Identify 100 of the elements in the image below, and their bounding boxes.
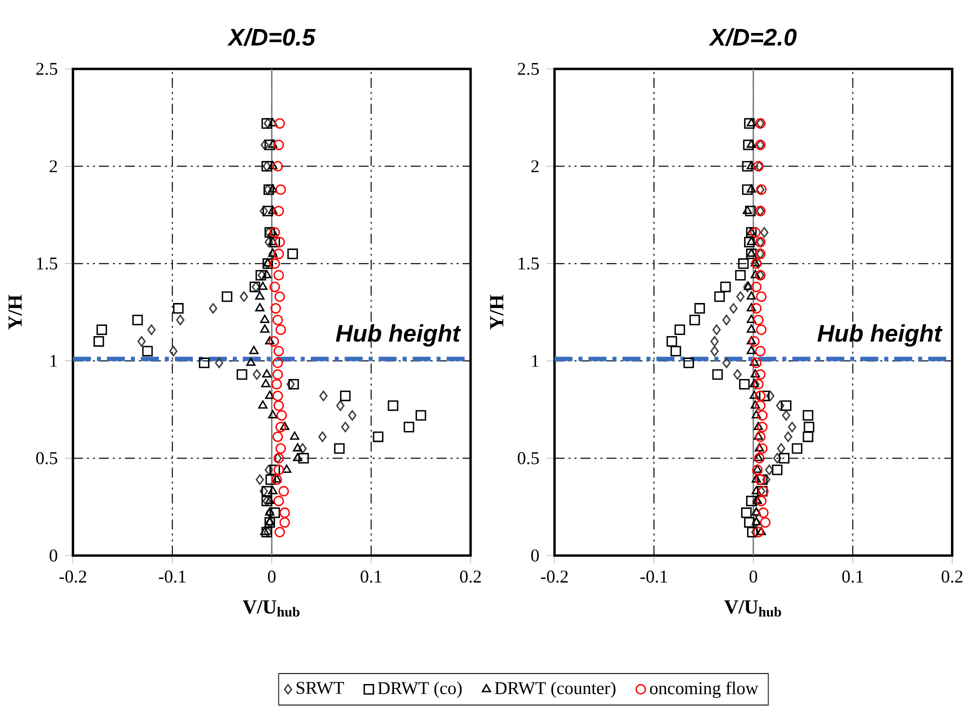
- point: [292, 442, 302, 452]
- point: [96, 324, 108, 335]
- point: [249, 346, 259, 354]
- point: [272, 314, 284, 326]
- point: [749, 336, 760, 347]
- point: [319, 390, 328, 402]
- point: [762, 474, 770, 485]
- point: [214, 357, 224, 368]
- point: [176, 314, 184, 326]
- point: [766, 390, 774, 402]
- point: [273, 346, 284, 356]
- point: [758, 507, 769, 518]
- point: [754, 452, 763, 461]
- point: [275, 184, 286, 195]
- point: [802, 431, 814, 442]
- point: [273, 248, 284, 259]
- point: [752, 410, 761, 418]
- point: [750, 357, 760, 366]
- point: [755, 390, 766, 402]
- point: [269, 236, 280, 248]
- point: [280, 422, 290, 430]
- y-tick-label: 0: [531, 549, 539, 562]
- point: [742, 184, 753, 195]
- y-axis-title: Y/H: [490, 294, 504, 330]
- point: [752, 474, 761, 482]
- point: [743, 281, 752, 292]
- point: [272, 160, 284, 172]
- point: [666, 336, 678, 347]
- point: [750, 378, 760, 388]
- point: [279, 507, 290, 518]
- point: [273, 206, 284, 216]
- point: [273, 496, 284, 506]
- y-tick-label: 0.5: [518, 452, 539, 464]
- point: [754, 452, 765, 464]
- point: [746, 336, 756, 344]
- point: [776, 400, 784, 411]
- point: [288, 378, 299, 390]
- point: [710, 346, 719, 356]
- point: [757, 410, 768, 420]
- y-tick-label: 1.5: [518, 257, 539, 270]
- point: [334, 442, 345, 454]
- point: [246, 357, 256, 366]
- point: [760, 226, 768, 238]
- point: [269, 464, 280, 475]
- x-tick-label: 0: [750, 570, 758, 582]
- point: [710, 336, 719, 347]
- y-tick-label: 2.5: [518, 62, 539, 75]
- point: [273, 139, 284, 150]
- point: [236, 369, 248, 380]
- point: [750, 258, 760, 266]
- point: [278, 486, 289, 496]
- point: [264, 184, 272, 195]
- point: [261, 378, 270, 388]
- point: [268, 226, 278, 236]
- point: [712, 369, 723, 380]
- point: [268, 336, 280, 347]
- point: [746, 139, 756, 148]
- ref-line-label: Hub height: [817, 324, 943, 346]
- point: [750, 369, 760, 378]
- point: [743, 139, 754, 150]
- point: [745, 206, 756, 216]
- x-tick-label: -0.2: [59, 570, 86, 583]
- point: [282, 464, 292, 473]
- point: [754, 422, 763, 430]
- x-tick-label: -0.2: [541, 570, 568, 583]
- point: [744, 236, 755, 248]
- y-axis-title: Y/H: [8, 294, 22, 330]
- legend-label: SRWT: [296, 682, 344, 694]
- point: [683, 357, 694, 368]
- point: [265, 496, 274, 504]
- x-tick-label: 0.2: [942, 570, 962, 583]
- point: [262, 486, 272, 496]
- point: [746, 314, 756, 323]
- point: [755, 369, 766, 380]
- point: [746, 226, 756, 236]
- point: [755, 400, 766, 411]
- point: [746, 184, 756, 192]
- point: [169, 346, 178, 356]
- point: [388, 400, 398, 411]
- point: [265, 507, 274, 516]
- point: [729, 302, 738, 314]
- point: [275, 422, 286, 432]
- point: [94, 336, 104, 347]
- point: [765, 464, 774, 475]
- x-tick-label: 0.1: [360, 570, 382, 583]
- point: [208, 302, 218, 314]
- y-tick-label: 1: [50, 354, 57, 367]
- point: [712, 324, 721, 335]
- legend-label: oncoming flow: [650, 681, 758, 698]
- point: [272, 357, 284, 368]
- point: [260, 486, 268, 496]
- point: [265, 474, 276, 485]
- point: [298, 442, 307, 454]
- point: [720, 281, 731, 292]
- y-tick-label: 2: [531, 160, 538, 172]
- point: [262, 369, 272, 378]
- point: [736, 291, 745, 302]
- y-tick-label: 2: [50, 160, 57, 172]
- point: [268, 160, 278, 170]
- point: [255, 291, 265, 300]
